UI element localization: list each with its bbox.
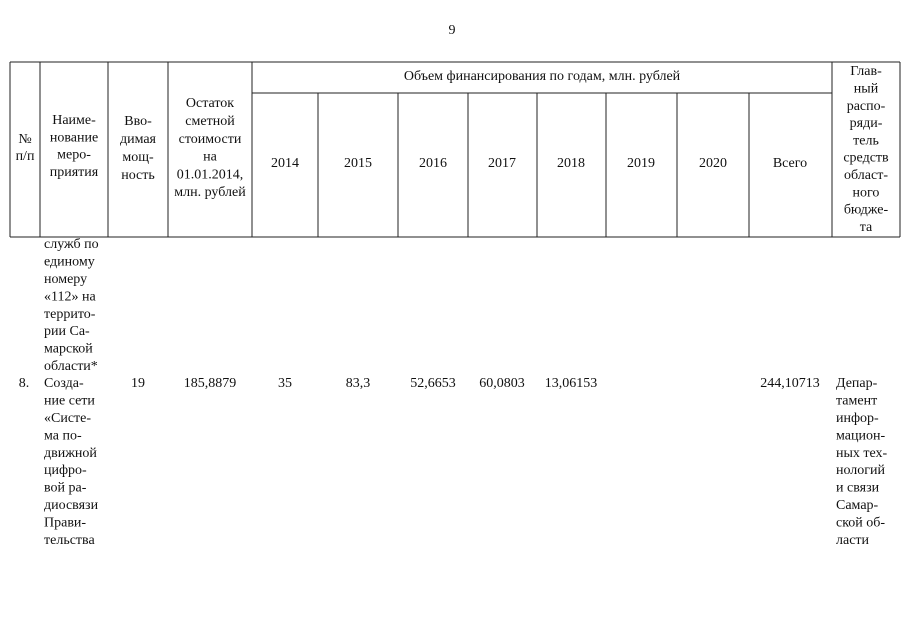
table-cell: 83,3 [346,376,371,391]
header-cell: 2014 [271,156,299,171]
header-cell: № [18,132,31,147]
header-cell: 2018 [557,156,585,171]
table-cell: ласти [836,533,870,548]
header-cell: Вво- [124,114,152,129]
table-cell: Депар- [836,376,878,391]
table-cell: Прави- [44,515,86,530]
table-cell: 8. [19,376,30,391]
table-cell: рии Са- [44,324,90,339]
header-cell: ность [121,168,155,183]
header-cell: мощ- [122,150,154,165]
header-cell: ного [853,185,880,200]
table-cell: диосвязи [44,498,99,513]
header-cell: на [203,150,217,165]
table-cell: «112» на [44,289,96,304]
table-cell: 185,8879 [184,376,237,391]
table-cell: ма по- [44,428,82,443]
table-cell: 244,10713 [760,376,820,391]
header-cell: ный [854,82,879,97]
table-cell: тамент [836,394,877,409]
header-cell: приятия [50,165,99,180]
header-cell: област- [844,168,888,183]
page-number: 9 [449,23,456,38]
table-cell: 60,0803 [479,376,525,391]
header-cell: 2017 [488,156,516,171]
header-cell: 01.01.2014, [177,167,244,182]
header-cell: меро- [57,148,91,163]
header-cell: млн. рублей [174,185,246,200]
table-cell: «Систе- [44,411,91,426]
table-cell: области* [44,359,98,374]
header-cell: Наиме- [52,113,96,128]
table-cell: террито- [44,307,96,322]
header-cell: Остаток [186,96,234,111]
table-grid [9,61,901,238]
table-cell: Самар- [836,498,879,513]
table-cell: нологий [836,463,886,478]
table-cell: вой ра- [44,481,87,496]
header-cell: средств [843,151,889,166]
header-cell: 2019 [627,156,655,171]
table-cell: единому [44,255,95,270]
header-cell: п/п [16,149,35,164]
table-cell: движной [44,446,97,461]
header-cell: тель [853,133,879,148]
table-cell: инфор- [836,411,879,426]
table-cell: номеру [44,272,87,287]
header-cell: 2016 [419,156,447,171]
table-cell: 35 [278,376,292,391]
table-cell: 52,6653 [410,376,456,391]
table-cell: ние сети [44,394,95,409]
header-cell: ряди- [850,116,883,131]
table-cell: 13,06153 [545,376,598,391]
header-cell: Всего [773,156,807,171]
table-cell: ных тех- [836,446,888,461]
header-cell: димая [120,132,157,147]
table-cell: служб по [44,237,99,252]
table-cell: и связи [836,481,880,496]
header-cell: стоимости [179,132,242,147]
table-cell: марской [44,342,93,357]
table-cell: тельства [44,533,95,548]
table-cell: Созда- [44,376,84,391]
header-cell: сметной [185,114,235,129]
header-cell: та [860,220,873,235]
header-cell: 2015 [344,156,372,171]
header-cell: 2020 [699,156,727,171]
table-cell: цифро- [44,463,87,478]
table-cell: 19 [131,376,145,391]
header-cell: распо- [847,99,886,114]
table-cell: мацион- [836,428,885,443]
header-cell: Объем финансирования по годам, млн. рубл… [404,69,681,84]
header-cell: бюдже- [844,203,889,218]
header-cell: нование [50,130,98,145]
table-cell: ской об- [836,515,885,530]
header-cell: Глав- [850,64,882,79]
